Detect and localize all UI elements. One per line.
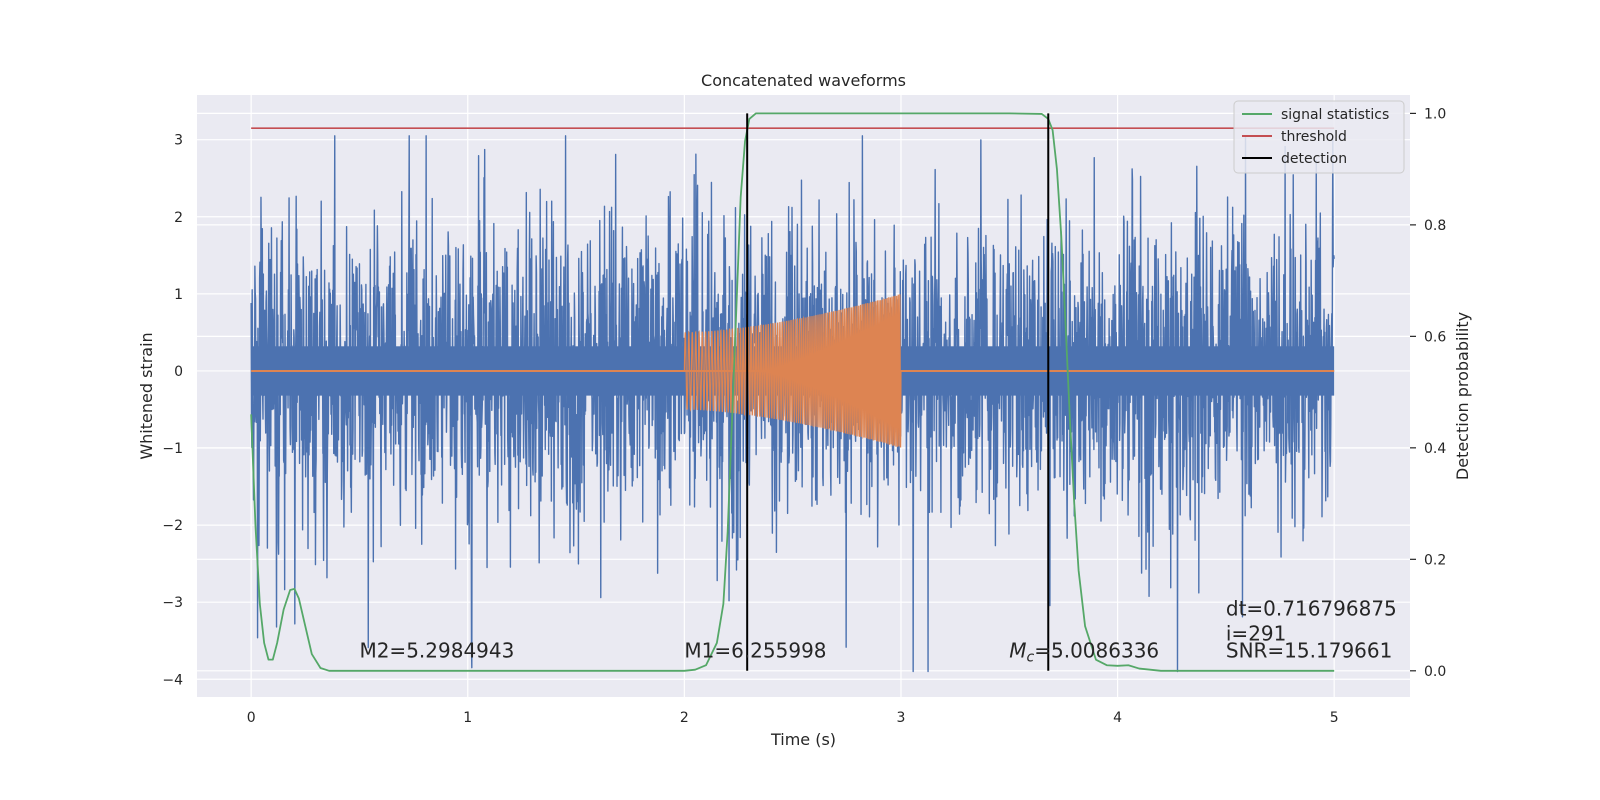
y-tick-label: −2 — [162, 518, 183, 534]
chart-title: Concatenated waveforms — [701, 71, 906, 90]
annotation-value: =5.0086336 — [1034, 639, 1159, 663]
y-tick-label: −4 — [162, 672, 183, 688]
annotation-text: i=291 — [1226, 622, 1287, 646]
annotation-subscript: c — [1027, 650, 1035, 666]
annotation-text: SNR=15.179661 — [1226, 639, 1392, 663]
legend-label: signal statistics — [1281, 107, 1389, 123]
y-tick-label: 3 — [174, 133, 183, 149]
y2-tick-label: 0.6 — [1424, 329, 1446, 345]
annotation-text: M1=6.255998 — [684, 639, 826, 663]
legend-label: detection — [1281, 151, 1347, 167]
y-tick-label: −1 — [162, 441, 183, 457]
y-tick-label: 1 — [174, 287, 183, 303]
y2-tick-label: 0.4 — [1424, 441, 1446, 457]
y-tick-label: 0 — [174, 364, 183, 380]
x-tick-label: 5 — [1330, 710, 1339, 726]
annotation-text: M2=5.2984943 — [359, 639, 514, 663]
annotation-text: dt=0.716796875 — [1226, 596, 1397, 620]
annotation-text: Mc=5.0086336 — [1009, 639, 1159, 666]
overlay-series — [250, 112, 1335, 672]
injected-waveform-series — [251, 294, 1335, 448]
x-tick-label: 1 — [463, 710, 472, 726]
annotation-symbol: M — [1009, 639, 1026, 663]
legend[interactable]: signal statistics threshold detection — [1233, 100, 1405, 174]
x-tick-label: 2 — [680, 710, 689, 726]
y-tick-label: 2 — [174, 210, 183, 226]
x-tick-label: 0 — [247, 710, 256, 726]
waveform-line — [683, 294, 902, 448]
legend-box — [1233, 100, 1405, 174]
x-tick-label: 4 — [1113, 710, 1122, 726]
y2-tick-label: 0.2 — [1424, 552, 1446, 568]
y-tick-label: −3 — [162, 595, 183, 611]
x-tick-label: 3 — [897, 710, 906, 726]
x-axis-label: Time (s) — [770, 730, 836, 749]
y2-tick-label: 1.0 — [1424, 106, 1446, 122]
y-axis-label: Whitened strain — [137, 332, 156, 459]
y2-tick-label: 0.8 — [1424, 218, 1446, 234]
y2-axis-label: Detection probability — [1453, 312, 1472, 480]
signal-statistics-line — [250, 112, 1335, 672]
y2-tick-label: 0.0 — [1424, 664, 1446, 680]
ticks: 0 1 2 3 4 5 −4 −3 −2 −1 0 1 2 3 0.0 0.2 0.4 0.6 0.8 1.0 — [162, 106, 1446, 726]
annotations: M2=5.2984943 M1=6.255998 Mc=5.0086336 dt=0.… — [359, 596, 1396, 665]
legend-label: threshold — [1281, 129, 1347, 145]
